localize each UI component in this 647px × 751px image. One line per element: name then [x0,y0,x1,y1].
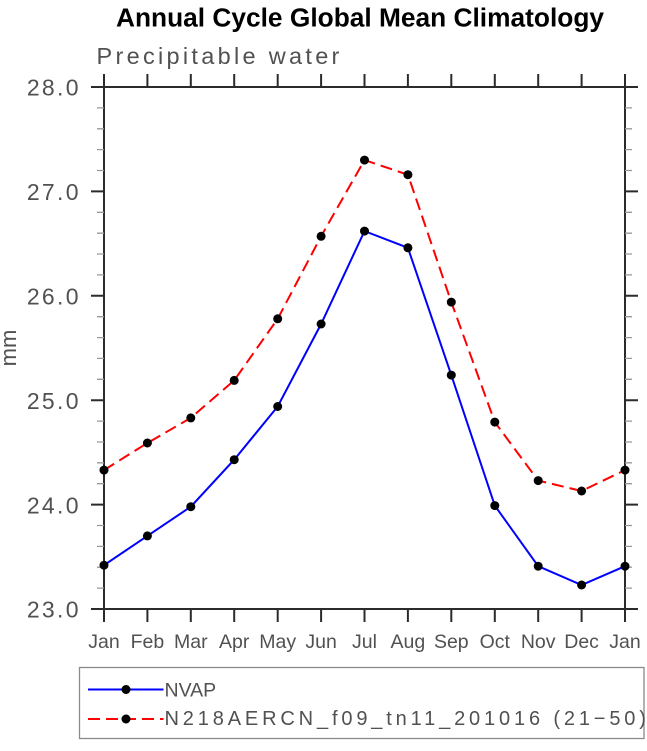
svg-text:24.0: 24.0 [27,492,81,518]
svg-text:Dec: Dec [564,631,599,653]
svg-text:26.0: 26.0 [27,284,81,310]
svg-text:Apr: Apr [219,631,250,653]
svg-text:Sep: Sep [434,631,469,653]
svg-text:Feb: Feb [131,631,165,653]
svg-text:Jun: Jun [305,631,336,653]
svg-text:Jul: Jul [352,631,377,653]
svg-text:N218AERCN_f09_tn11_201016 (21−: N218AERCN_f09_tn11_201016 (21−50) [165,708,647,730]
svg-text:Nov: Nov [521,631,556,653]
svg-text:Precipitable water: Precipitable water [97,43,343,69]
svg-text:mm: mm [0,330,21,367]
svg-text:Oct: Oct [480,631,511,653]
svg-text:Annual Cycle Global Mean Clima: Annual Cycle Global Mean Climatology [116,3,604,33]
svg-text:Aug: Aug [391,631,426,653]
svg-text:27.0: 27.0 [27,179,81,205]
svg-text:28.0: 28.0 [27,75,81,101]
svg-text:25.0: 25.0 [27,388,81,414]
svg-text:Jan: Jan [609,631,640,653]
svg-text:May: May [259,631,296,653]
svg-text:Jan: Jan [88,631,119,653]
svg-text:23.0: 23.0 [27,597,81,623]
svg-text:NVAP: NVAP [165,680,217,702]
svg-text:Mar: Mar [174,631,208,653]
